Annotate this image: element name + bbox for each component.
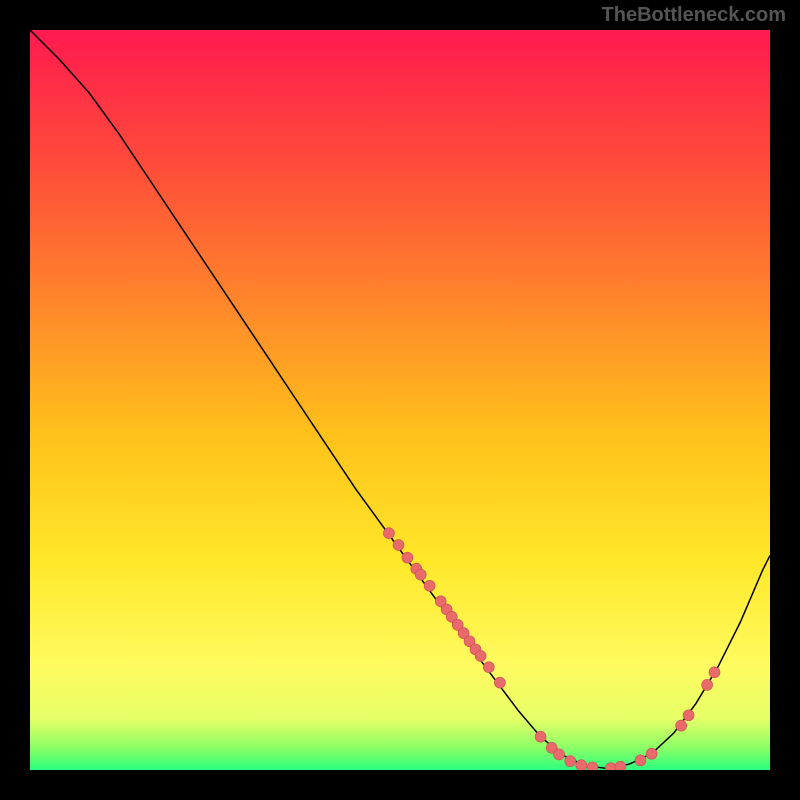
scatter-point — [424, 580, 435, 591]
scatter-point — [475, 651, 486, 662]
scatter-point — [565, 756, 576, 767]
watermark: TheBottleneck.com — [602, 4, 786, 27]
gradient-background — [30, 30, 770, 770]
scatter-point — [635, 755, 646, 766]
chart-area — [30, 30, 770, 770]
scatter-point — [415, 569, 426, 580]
scatter-point — [383, 528, 394, 539]
scatter-point — [535, 731, 546, 742]
scatter-point — [615, 761, 626, 770]
scatter-point — [402, 552, 413, 563]
scatter-point — [646, 748, 657, 759]
scatter-point — [709, 667, 720, 678]
scatter-point — [576, 760, 587, 770]
scatter-point — [702, 679, 713, 690]
scatter-point — [393, 540, 404, 551]
scatter-point — [587, 762, 598, 770]
scatter-point — [494, 677, 505, 688]
scatter-point — [683, 710, 694, 721]
chart-svg — [30, 30, 770, 770]
scatter-point — [676, 720, 687, 731]
scatter-point — [554, 749, 565, 760]
scatter-point — [483, 662, 494, 673]
